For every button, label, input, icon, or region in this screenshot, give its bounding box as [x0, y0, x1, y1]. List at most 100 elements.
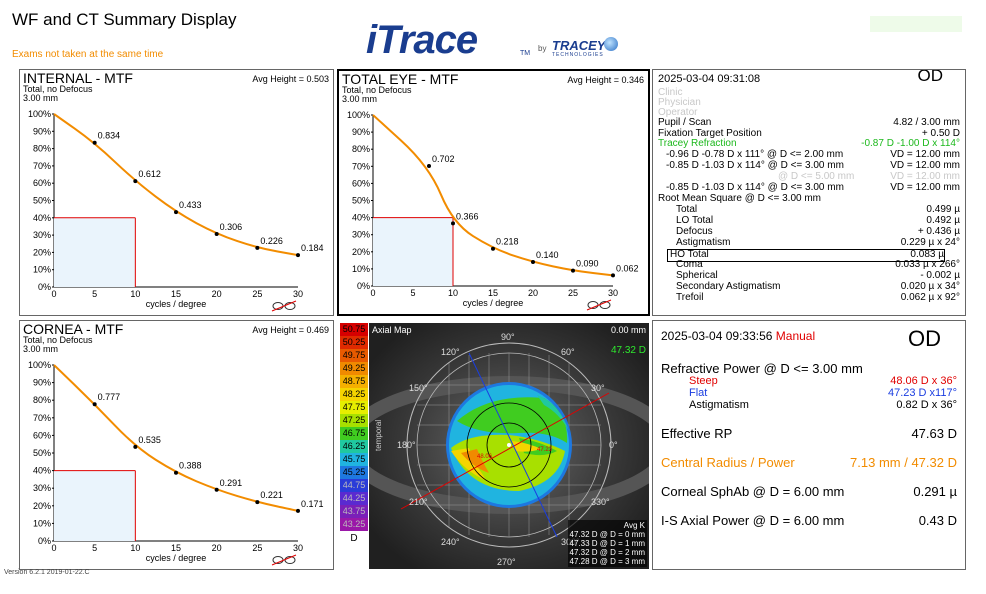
angle-0: 0°: [609, 440, 618, 450]
ct-info-panel[interactable]: 2025-03-04 09:33:56 Manual OD Refractive…: [652, 320, 966, 570]
rms-row: Astigmatism 0.229 µ x 24°: [658, 237, 960, 249]
glasses-icon: [271, 300, 297, 312]
mtf-point-label: 0.535: [138, 435, 161, 445]
erp-value: 47.63 D: [911, 426, 957, 441]
rms-label: Root Mean Square @ D <= 3.00 mm: [658, 193, 822, 204]
mtf-point: [255, 500, 260, 505]
central-radius-label: Central Radius / Power: [661, 455, 795, 470]
y-tick-label: 60%: [352, 178, 370, 188]
rms-label: LO Total: [676, 215, 714, 226]
steep-value: 48.06 D x 36°: [890, 375, 957, 387]
rms-value: 0.033 µ x 266°: [895, 259, 960, 270]
rms-row: Defocus + 0.436 µ: [658, 226, 960, 238]
y-tick-label: 70%: [33, 161, 51, 171]
rms-label: Coma: [676, 259, 703, 270]
mtf-point: [296, 253, 300, 258]
mtf-point: [255, 245, 260, 250]
scale-cell: 49.75: [340, 349, 368, 362]
rms-row: Coma 0.033 µ x 266°: [658, 259, 960, 271]
y-tick-label: 100%: [28, 109, 51, 119]
scale-cell: 48.25: [340, 388, 368, 401]
y-tick-label: 0%: [38, 536, 51, 546]
rms-label: Trefoil: [676, 292, 704, 303]
operator-label: Operator: [658, 107, 698, 118]
scale-cell: 46.75: [340, 427, 368, 440]
y-tick-label: 50%: [33, 196, 51, 206]
mtf-point-label: 0.291: [220, 478, 243, 488]
sphab-label: Corneal SphAb @ D = 6.00 mm: [661, 484, 845, 499]
y-tick-label: 0%: [38, 282, 51, 292]
rms-label: Astigmatism: [676, 237, 731, 248]
reference-region: [373, 217, 453, 286]
x-tick-label: 5: [92, 289, 97, 299]
avg-k-readout: Avg K 47.32 D @ D = 0 mm 47.33 D @ D = 1 m…: [567, 520, 647, 567]
y-tick-label: 10%: [33, 265, 51, 275]
y-tick-label: 80%: [33, 144, 51, 154]
rms-value: 0.492 µ: [926, 215, 960, 226]
axial-map[interactable]: 48.06 47.23 90° 60° 120° 150° 30° 180° 0…: [369, 323, 649, 569]
mtf-point: [174, 470, 178, 475]
rms-value: 0.062 µ x 92°: [900, 292, 960, 303]
mtf-chart-svg: 100% 90% 80% 70% 60% 50% 40% 30% 20% 10% 0%0 5 10 15 2…: [28, 109, 324, 312]
y-tick-label: 50%: [33, 448, 51, 458]
rms-label: HO Total: [670, 249, 709, 260]
total-eye-mtf-panel[interactable]: TOTAL EYE - MTF Total, no Defocus 3.00 mm A…: [337, 69, 650, 316]
sphab-value: 0.291 µ: [913, 484, 957, 499]
mtf-point-label: 0.090: [576, 259, 599, 269]
vertex-distance: VD = 12.00 mm: [890, 171, 960, 182]
scale-cell: 50.25: [340, 336, 368, 349]
refraction-row: @ D <= 5.00 mm VD = 12.00 mm: [658, 171, 960, 183]
ct-datetime: 2025-03-04 09:33:56 Manual: [661, 329, 815, 343]
internal-mtf-panel[interactable]: INTERNAL - MTF Total, no Defocus 3.00 mm Av…: [19, 69, 334, 316]
pupil-value: 4.82 / 3.00 mm: [893, 117, 960, 128]
x-tick-label: 15: [171, 289, 181, 299]
refraction-row: -0.96 D -0.78 D x 111° @ D <= 2.00 mm VD …: [658, 149, 960, 161]
mtf-chart-svg: 100% 90% 80% 70% 60% 50% 40% 30% 20% 10% 0%0 5 10 15 2…: [347, 110, 639, 311]
mtf-point: [214, 487, 219, 492]
mtf-point-label: 0.221: [260, 490, 283, 500]
vertex-distance: VD = 12.00 mm: [890, 182, 960, 193]
y-tick-label: 70%: [33, 413, 51, 423]
mtf-point: [133, 179, 138, 184]
x-tick-label: 30: [608, 288, 618, 298]
rms-row: HO Total 0.083 µ: [667, 249, 945, 262]
mtf-point-label: 0.171: [301, 499, 324, 509]
fixation-value: + 0.50 D: [921, 128, 960, 139]
scale-cell: 45.75: [340, 453, 368, 466]
fixation-label: Fixation Target Position: [658, 128, 762, 139]
mtf-point-label: 0.184: [301, 243, 324, 253]
axial-map-radius: 0.00 mm: [610, 325, 646, 335]
mtf-point-label: 0.218: [496, 237, 519, 247]
scale-cell: 47.25: [340, 414, 368, 427]
rms-header-row: Root Mean Square @ D <= 3.00 mm: [658, 193, 960, 205]
wf-info-panel[interactable]: 2025-03-04 09:31:08 OD Clinic Physician …: [652, 69, 966, 316]
y-tick-label: 80%: [33, 395, 51, 405]
rms-label: Spherical: [676, 270, 718, 281]
y-tick-label: 90%: [33, 126, 51, 136]
y-tick-label: 90%: [352, 127, 370, 137]
pupil-label: Pupil / Scan: [658, 117, 712, 128]
wf-eye: OD: [917, 69, 944, 85]
app-title: WF and CT Summary Display: [12, 10, 237, 29]
tracey-refraction-row: Tracey Refraction -0.87 D -1.00 D x 114°: [658, 138, 960, 150]
angle-270: 270°: [497, 557, 516, 567]
mtf-point: [491, 246, 495, 251]
mtf-point: [531, 260, 535, 265]
mtf-point: [133, 444, 138, 449]
x-tick-label: 0: [51, 543, 56, 553]
glasses-strike: [271, 300, 297, 312]
mtf-point-label: 0.062: [616, 263, 639, 273]
x-tick-label: 20: [212, 543, 222, 553]
mtf-point-label: 0.433: [179, 200, 202, 210]
x-tick-label: 15: [488, 288, 498, 298]
mtf-point-label: 0.777: [98, 392, 121, 402]
glasses-strike: [586, 299, 612, 311]
x-tick-label: 10: [130, 543, 140, 553]
x-tick-label: 5: [410, 288, 415, 298]
scale-cell: 47.75: [340, 401, 368, 414]
refraction-value: @ D <= 5.00 mm: [778, 171, 855, 182]
axial-map-title: Axial Map: [372, 325, 412, 335]
steep-axis-line: [400, 392, 610, 510]
rp-label: Refractive Power @ D <= 3.00 mm: [661, 361, 863, 376]
cornea-mtf-panel[interactable]: CORNEA - MTF Total, no Defocus 3.00 mm Avg …: [19, 320, 334, 570]
